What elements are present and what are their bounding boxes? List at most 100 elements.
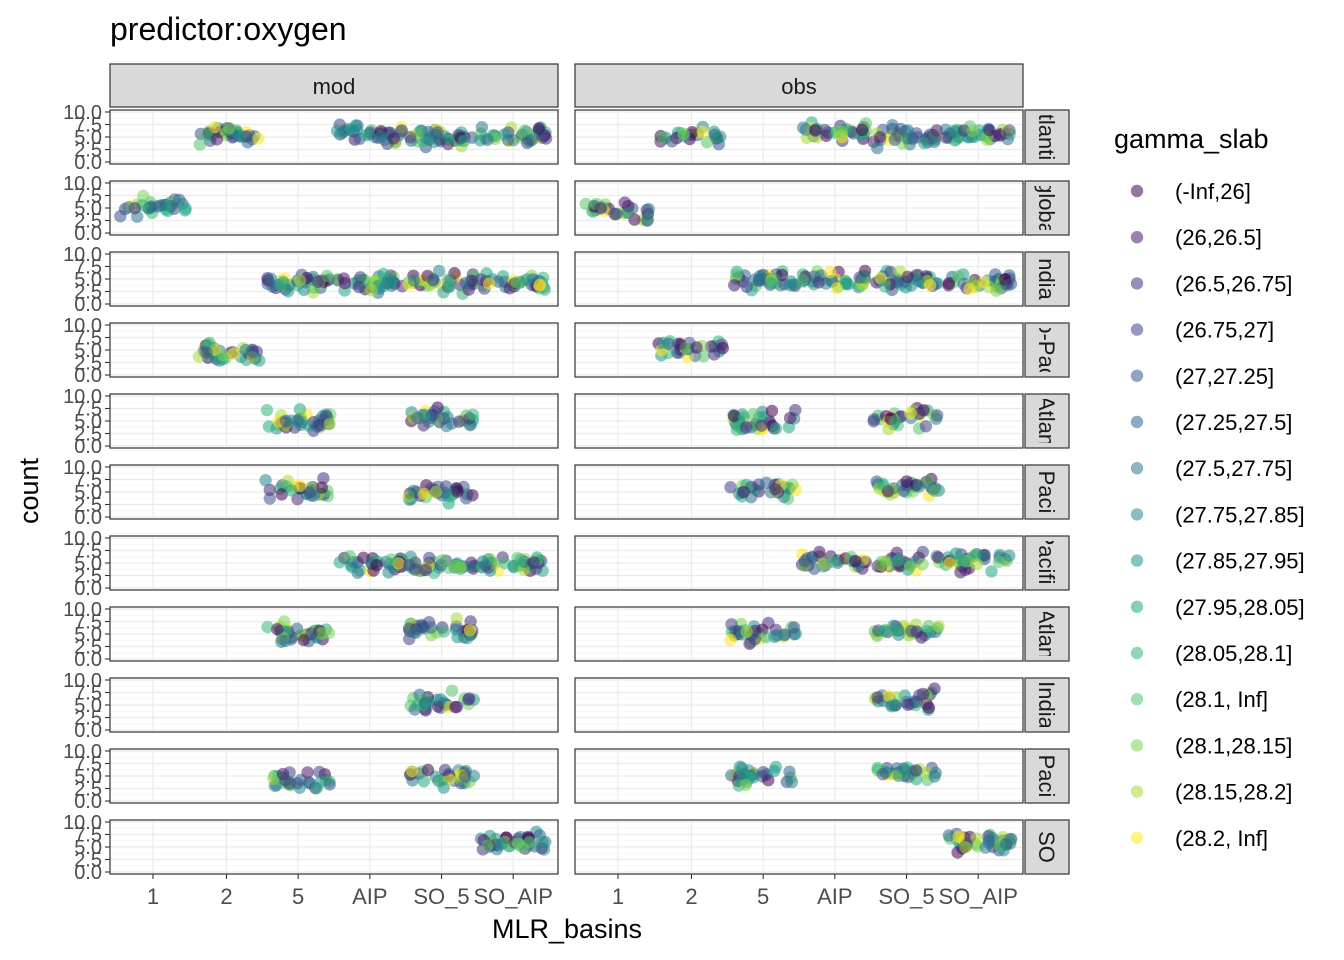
data-point	[724, 481, 737, 494]
panel-border	[109, 322, 559, 378]
facet-row-label: Paci	[1034, 755, 1059, 798]
data-point	[431, 126, 444, 139]
data-point	[313, 765, 326, 779]
data-point	[173, 193, 186, 206]
data-point	[404, 131, 417, 144]
data-point	[957, 555, 970, 569]
legend-label: (28.15,28.2]	[1175, 780, 1292, 805]
facet-panels: mod obs0.02.55.07.510.0tlanti0.02.55.07.5…	[63, 63, 1070, 909]
data-point	[407, 274, 421, 287]
data-point	[427, 274, 440, 287]
facet-row-strip: Atlan	[1024, 393, 1070, 449]
data-point	[518, 124, 531, 137]
data-point	[323, 417, 336, 431]
data-point	[812, 276, 825, 289]
data-point	[799, 123, 813, 136]
data-point	[315, 481, 328, 494]
y-tick-label: 0.0	[74, 152, 102, 174]
x-axis-title: MLR_basins	[492, 914, 642, 944]
data-point	[959, 840, 972, 854]
data-point	[424, 621, 438, 634]
data-point	[876, 768, 889, 781]
legend-label: (26.5,26.75]	[1175, 271, 1292, 296]
data-point	[437, 625, 450, 638]
y-tick-label: 7.5	[74, 186, 102, 208]
data-point	[352, 280, 366, 294]
data-point	[915, 631, 928, 644]
facet-row-strip: globa	[1024, 180, 1070, 236]
legend-item: (27.5,27.75]	[1130, 456, 1292, 481]
facet-row-strip: Paci	[1024, 748, 1070, 804]
data-point	[263, 492, 276, 505]
y-tick-label: 10.0	[63, 741, 102, 763]
data-point	[407, 484, 420, 497]
data-point	[928, 135, 941, 149]
data-point	[428, 405, 441, 418]
strip-background	[109, 63, 559, 108]
data-point	[458, 770, 472, 783]
data-point	[423, 551, 436, 565]
data-point	[307, 489, 320, 502]
data-point	[697, 350, 710, 363]
data-point	[990, 284, 1003, 297]
y-tick-label: 0.0	[74, 365, 102, 387]
facet-row-strip: ndia	[1024, 251, 1070, 307]
data-point	[450, 612, 463, 625]
y-tick-label: 10.0	[63, 670, 102, 692]
data-point	[888, 415, 902, 428]
facet-column-strip: obs	[574, 63, 1024, 108]
y-tick-label: 7.5	[74, 541, 102, 563]
y-tick-label: 7.5	[74, 257, 102, 279]
data-point	[739, 778, 752, 792]
y-tick-label: 5.0	[74, 269, 102, 291]
legend-label: (27.85,27.95]	[1175, 549, 1305, 574]
data-point	[786, 478, 799, 491]
y-axis: 0.02.55.07.510.0	[63, 386, 110, 458]
data-point	[343, 123, 356, 137]
x-tick-label: AIP	[817, 884, 852, 909]
data-point	[315, 627, 328, 640]
data-point	[949, 547, 963, 560]
data-point	[520, 273, 533, 286]
y-axis: 0.02.55.07.510.0	[63, 173, 110, 245]
data-point	[700, 136, 714, 149]
facet-row-label: Pacific	[1034, 531, 1059, 596]
facet-row-strip: Atlan	[1024, 606, 1070, 662]
data-point	[411, 411, 424, 425]
facet-panel	[574, 677, 1024, 733]
x-tick-label: 1	[147, 884, 159, 909]
data-point	[227, 347, 240, 360]
data-point	[405, 765, 419, 778]
legend-item: (27.75,27.85]	[1130, 502, 1305, 527]
facet-panel	[574, 322, 1024, 378]
y-axis-title: count	[14, 457, 44, 524]
data-point	[916, 558, 929, 571]
legend-key	[1130, 831, 1144, 844]
legend-key	[1130, 184, 1144, 198]
legend-key	[1130, 554, 1144, 567]
data-point	[409, 626, 423, 639]
data-point	[783, 411, 797, 425]
data-point	[878, 280, 891, 293]
data-point	[849, 554, 862, 568]
legend-item: (28.1,28.15]	[1130, 733, 1292, 758]
facet-row-label: Atlan	[1034, 609, 1059, 659]
y-tick-label: 0.0	[74, 791, 102, 813]
data-point	[916, 545, 929, 559]
panel-border	[109, 251, 559, 307]
data-point	[708, 348, 721, 361]
y-tick-label: 0.0	[74, 223, 102, 245]
x-tick-label: 2	[220, 884, 232, 909]
data-point	[642, 202, 655, 216]
data-point	[417, 775, 430, 788]
y-tick-label: 2.5	[74, 637, 102, 659]
data-point	[532, 122, 546, 135]
strip-background	[1024, 251, 1070, 307]
data-point	[888, 133, 901, 146]
data-point	[891, 276, 904, 289]
y-tick-label: 7.5	[74, 754, 102, 776]
data-point	[419, 563, 432, 577]
data-point	[338, 277, 352, 290]
y-tick-label: 10.0	[63, 599, 102, 621]
legend-item: (27,27.25]	[1130, 364, 1274, 389]
